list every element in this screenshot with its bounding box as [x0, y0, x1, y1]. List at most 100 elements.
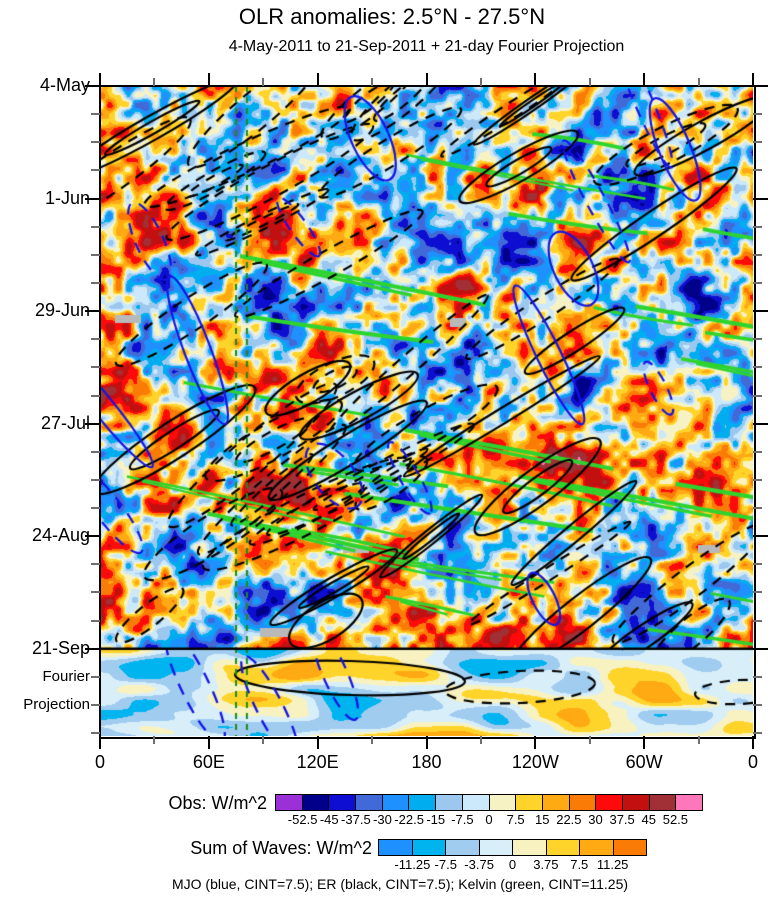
colorbar-tick-label: -37.5: [341, 812, 371, 827]
y-axis-minor-tick: [753, 732, 762, 735]
y-axis-minor-tick: [91, 253, 100, 256]
y-tick-label: 4-May: [39, 75, 90, 95]
x-tick-label: 120E: [296, 752, 339, 772]
colorbar-cell: [676, 795, 702, 810]
colorbar-cell: [356, 795, 383, 810]
colorbar-cell: [412, 840, 446, 855]
y-axis-minor-tick: [753, 113, 762, 116]
y-axis-minor-tick: [753, 675, 762, 678]
colorbar-tick-label: 7.5: [506, 812, 525, 827]
colorbar-cell: [379, 840, 413, 855]
x-axis-minor-tick: [153, 78, 156, 86]
y-axis-minor-tick: [91, 507, 100, 510]
colorbar-tick-label: 45: [641, 812, 656, 827]
colorbar-cell: [436, 795, 463, 810]
colorbar-cell: [462, 795, 490, 810]
colorbar-tick-label: 3.75: [533, 857, 559, 872]
x-tick-label: 60E: [192, 752, 225, 772]
y-axis-major-tick: [85, 310, 100, 313]
y-axis-minor-tick: [91, 394, 100, 397]
colorbar-cell: [302, 795, 330, 810]
y-axis-minor-tick: [91, 591, 100, 594]
colorbar-tick-label: 0: [508, 857, 517, 872]
y-tick-label: 24-Aug: [31, 525, 90, 546]
x-tick-label: 120W: [511, 752, 559, 772]
x-axis-minor-tick: [371, 736, 374, 744]
colorbar-cell: [649, 795, 677, 810]
y-axis-minor-tick: [753, 225, 762, 228]
contour-legend-note: MJO (blue, CINT=7.5); ER (black, CINT=7.…: [171, 876, 629, 892]
obs-colorbar: [275, 794, 703, 811]
colorbar-tick-label: 22.5: [556, 812, 582, 827]
x-axis-major-tick: [425, 73, 428, 86]
y-axis-minor-tick: [753, 394, 762, 397]
y-axis-minor-tick: [91, 704, 100, 707]
y-axis-major-tick: [753, 647, 768, 650]
y-tick-label: 1-Jun: [44, 187, 90, 208]
colorbar-cell: [382, 795, 410, 810]
x-axis-major-tick: [534, 736, 537, 749]
colorbar-cell: [622, 795, 650, 810]
x-axis-minor-tick: [371, 78, 374, 86]
y-axis-minor-tick: [91, 281, 100, 284]
colorbar-tick-label: -15: [426, 812, 446, 827]
colorbar-tick-label: 37.5: [609, 812, 635, 827]
y-axis-major-tick: [85, 647, 100, 650]
colorbar-cell: [516, 795, 543, 810]
colorbar-tick-label: -45: [319, 812, 339, 827]
projection-axis-label: Projection: [23, 696, 90, 714]
y-axis-minor-tick: [91, 338, 100, 341]
colorbar-cell: [446, 840, 480, 855]
y-axis-minor-tick: [753, 619, 762, 622]
x-tick-label: 0: [747, 752, 758, 772]
y-axis-minor-tick: [753, 450, 762, 453]
y-axis-minor-tick: [753, 704, 762, 707]
y-axis-major-tick: [85, 535, 100, 538]
colorbar-cell: [276, 795, 303, 810]
x-axis-minor-tick: [262, 736, 265, 744]
y-axis-major-tick: [753, 422, 768, 425]
y-axis-minor-tick: [91, 619, 100, 622]
y-axis-minor-tick: [91, 169, 100, 172]
y-axis-minor-tick: [91, 366, 100, 369]
colorbar-cell: [613, 840, 646, 855]
y-axis-major-tick: [85, 422, 100, 425]
y-axis-minor-tick: [753, 366, 762, 369]
y-axis-minor-tick: [91, 141, 100, 144]
y-axis-major-tick: [85, 85, 100, 87]
y-axis-minor-tick: [753, 169, 762, 172]
x-axis-minor-tick: [588, 736, 591, 744]
projection-axis-label: Fourier: [42, 667, 90, 685]
y-axis-major-tick: [85, 197, 100, 200]
y-axis-minor-tick: [91, 113, 100, 116]
colorbar-tick-label: 15: [535, 812, 550, 827]
colorbar-cell: [513, 840, 547, 855]
x-axis-major-tick: [752, 736, 754, 749]
colorbar-cell: [479, 840, 513, 855]
x-axis-major-tick: [316, 73, 319, 86]
colorbar-cell: [569, 795, 597, 810]
x-axis-major-tick: [99, 736, 101, 749]
colorbar-tick-label: 7.5: [570, 857, 589, 872]
colorbar-cell: [489, 795, 517, 810]
y-axis-minor-tick: [91, 732, 100, 735]
x-axis-minor-tick: [153, 736, 156, 744]
obs-colorbar-label: Obs: W/m^2: [168, 793, 267, 813]
x-tick-label: 0: [94, 752, 105, 772]
colorbar-tick-label: -7.5: [434, 857, 457, 872]
y-axis-major-tick: [753, 535, 768, 538]
x-axis-major-tick: [425, 736, 428, 749]
colorbar-cell: [329, 795, 357, 810]
x-axis-minor-tick: [262, 78, 265, 86]
x-axis-minor-tick: [479, 736, 482, 744]
colorbar-cell: [580, 840, 614, 855]
x-tick-label: 180: [411, 752, 442, 772]
colorbar-tick-label: -52.5: [287, 812, 318, 827]
y-axis-minor-tick: [753, 478, 762, 481]
waves-colorbar: [378, 839, 647, 856]
colorbar-tick-label: 52.5: [662, 812, 689, 827]
colorbar-tick-label: -11.25: [394, 857, 431, 872]
y-axis-minor-tick: [753, 563, 762, 566]
page-title: OLR anomalies: 2.5°N - 27.5°N: [238, 4, 546, 29]
